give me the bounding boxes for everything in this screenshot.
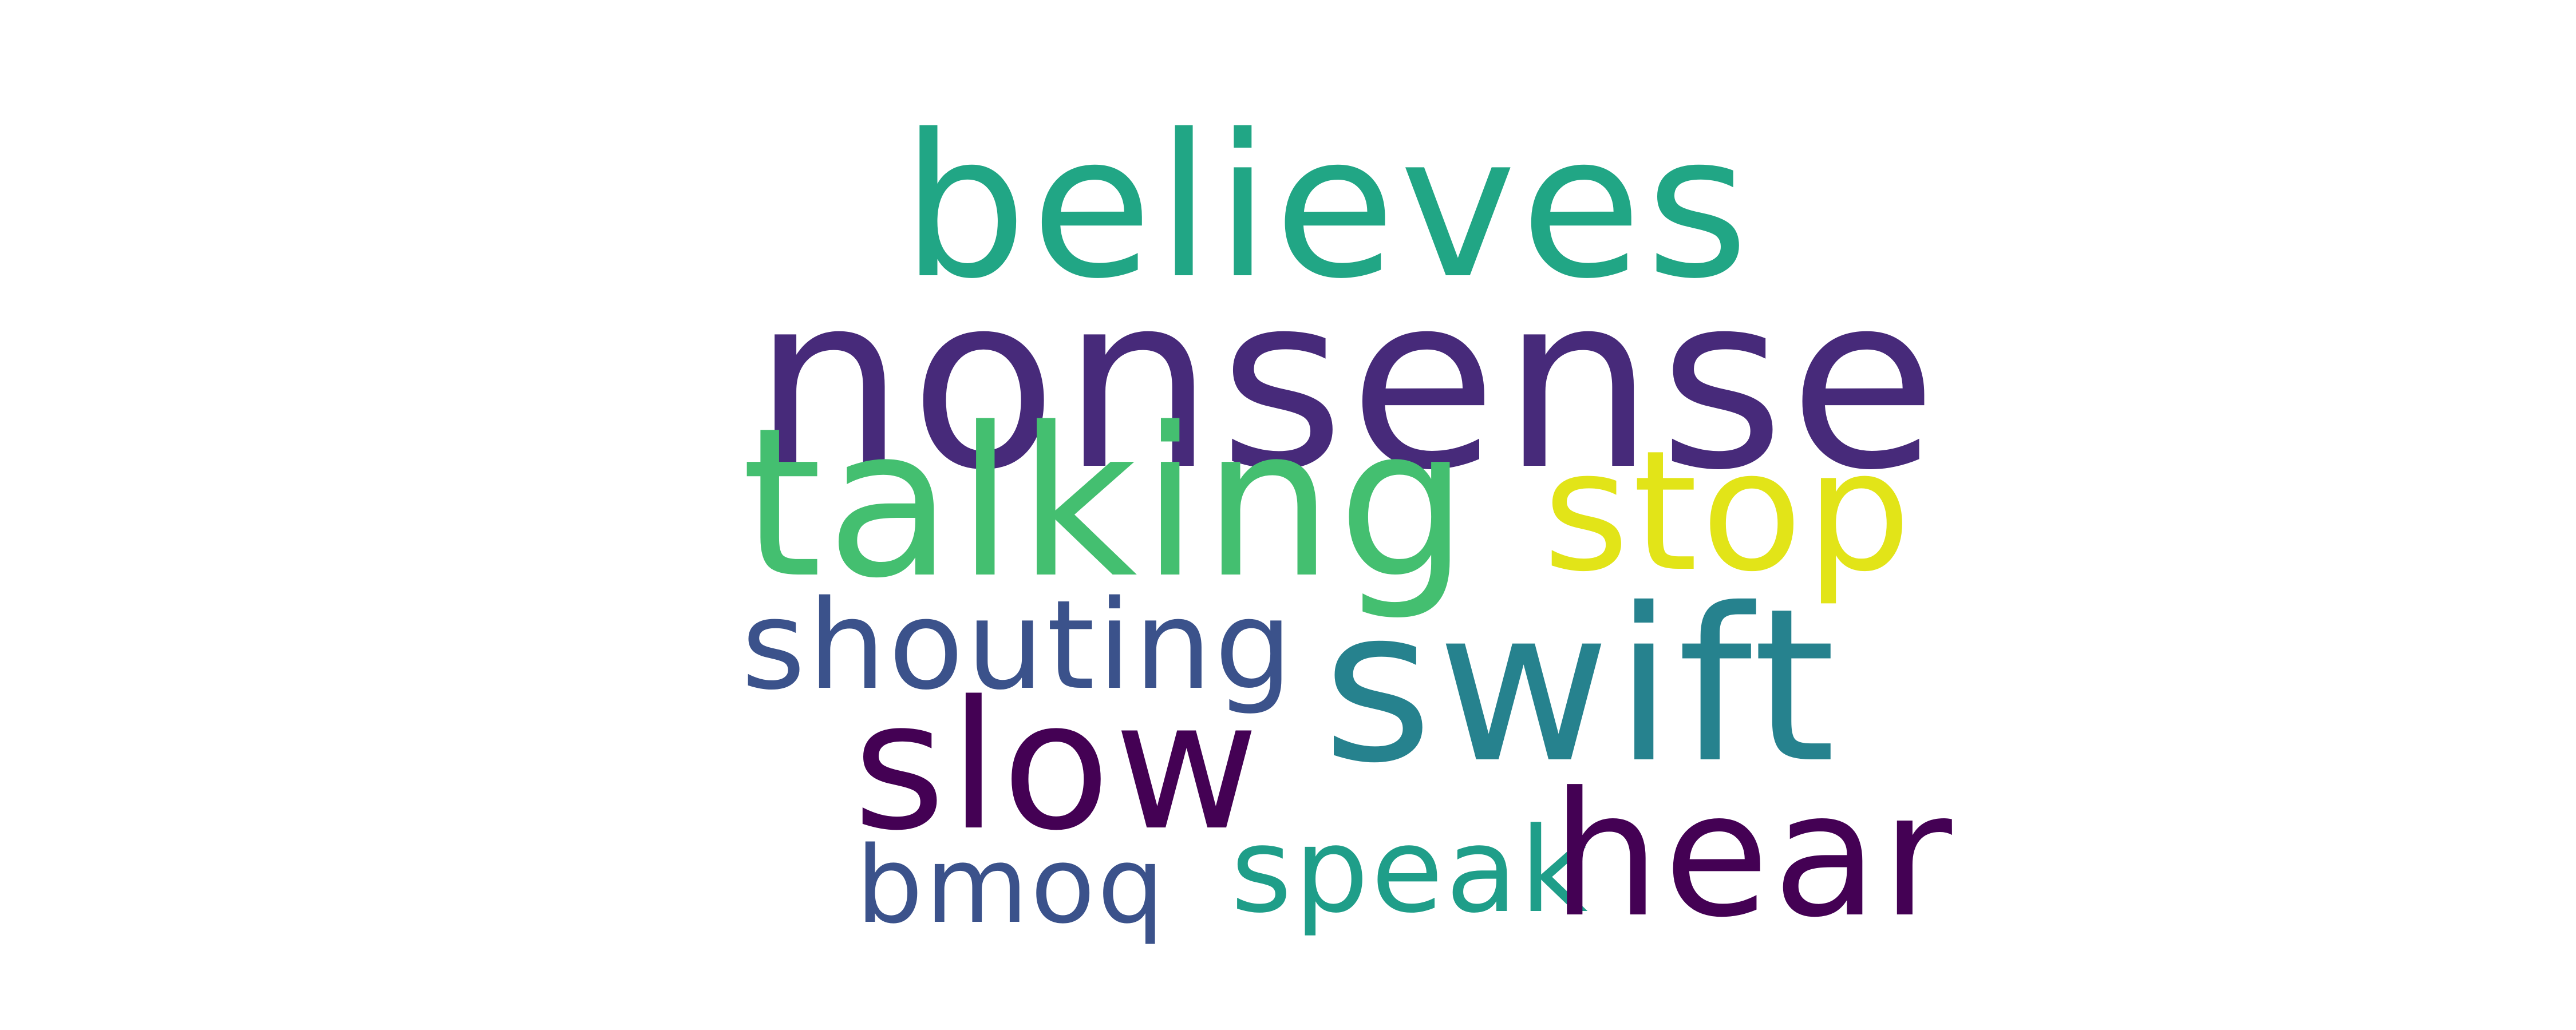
word-nonsense: nonsense — [753, 243, 1942, 523]
word-speak: speak — [1231, 803, 1590, 939]
word-bmoq: bmoq — [856, 823, 1167, 947]
word-talking: talking — [741, 383, 1473, 623]
word-stop: stop — [1543, 415, 1915, 608]
word-shouting: shouting — [741, 573, 1295, 717]
word-hear: hear — [1551, 755, 1955, 955]
word-swift: swift — [1322, 564, 1840, 810]
word-slow: slow — [853, 663, 1263, 870]
word-believes: believes — [902, 93, 1753, 322]
